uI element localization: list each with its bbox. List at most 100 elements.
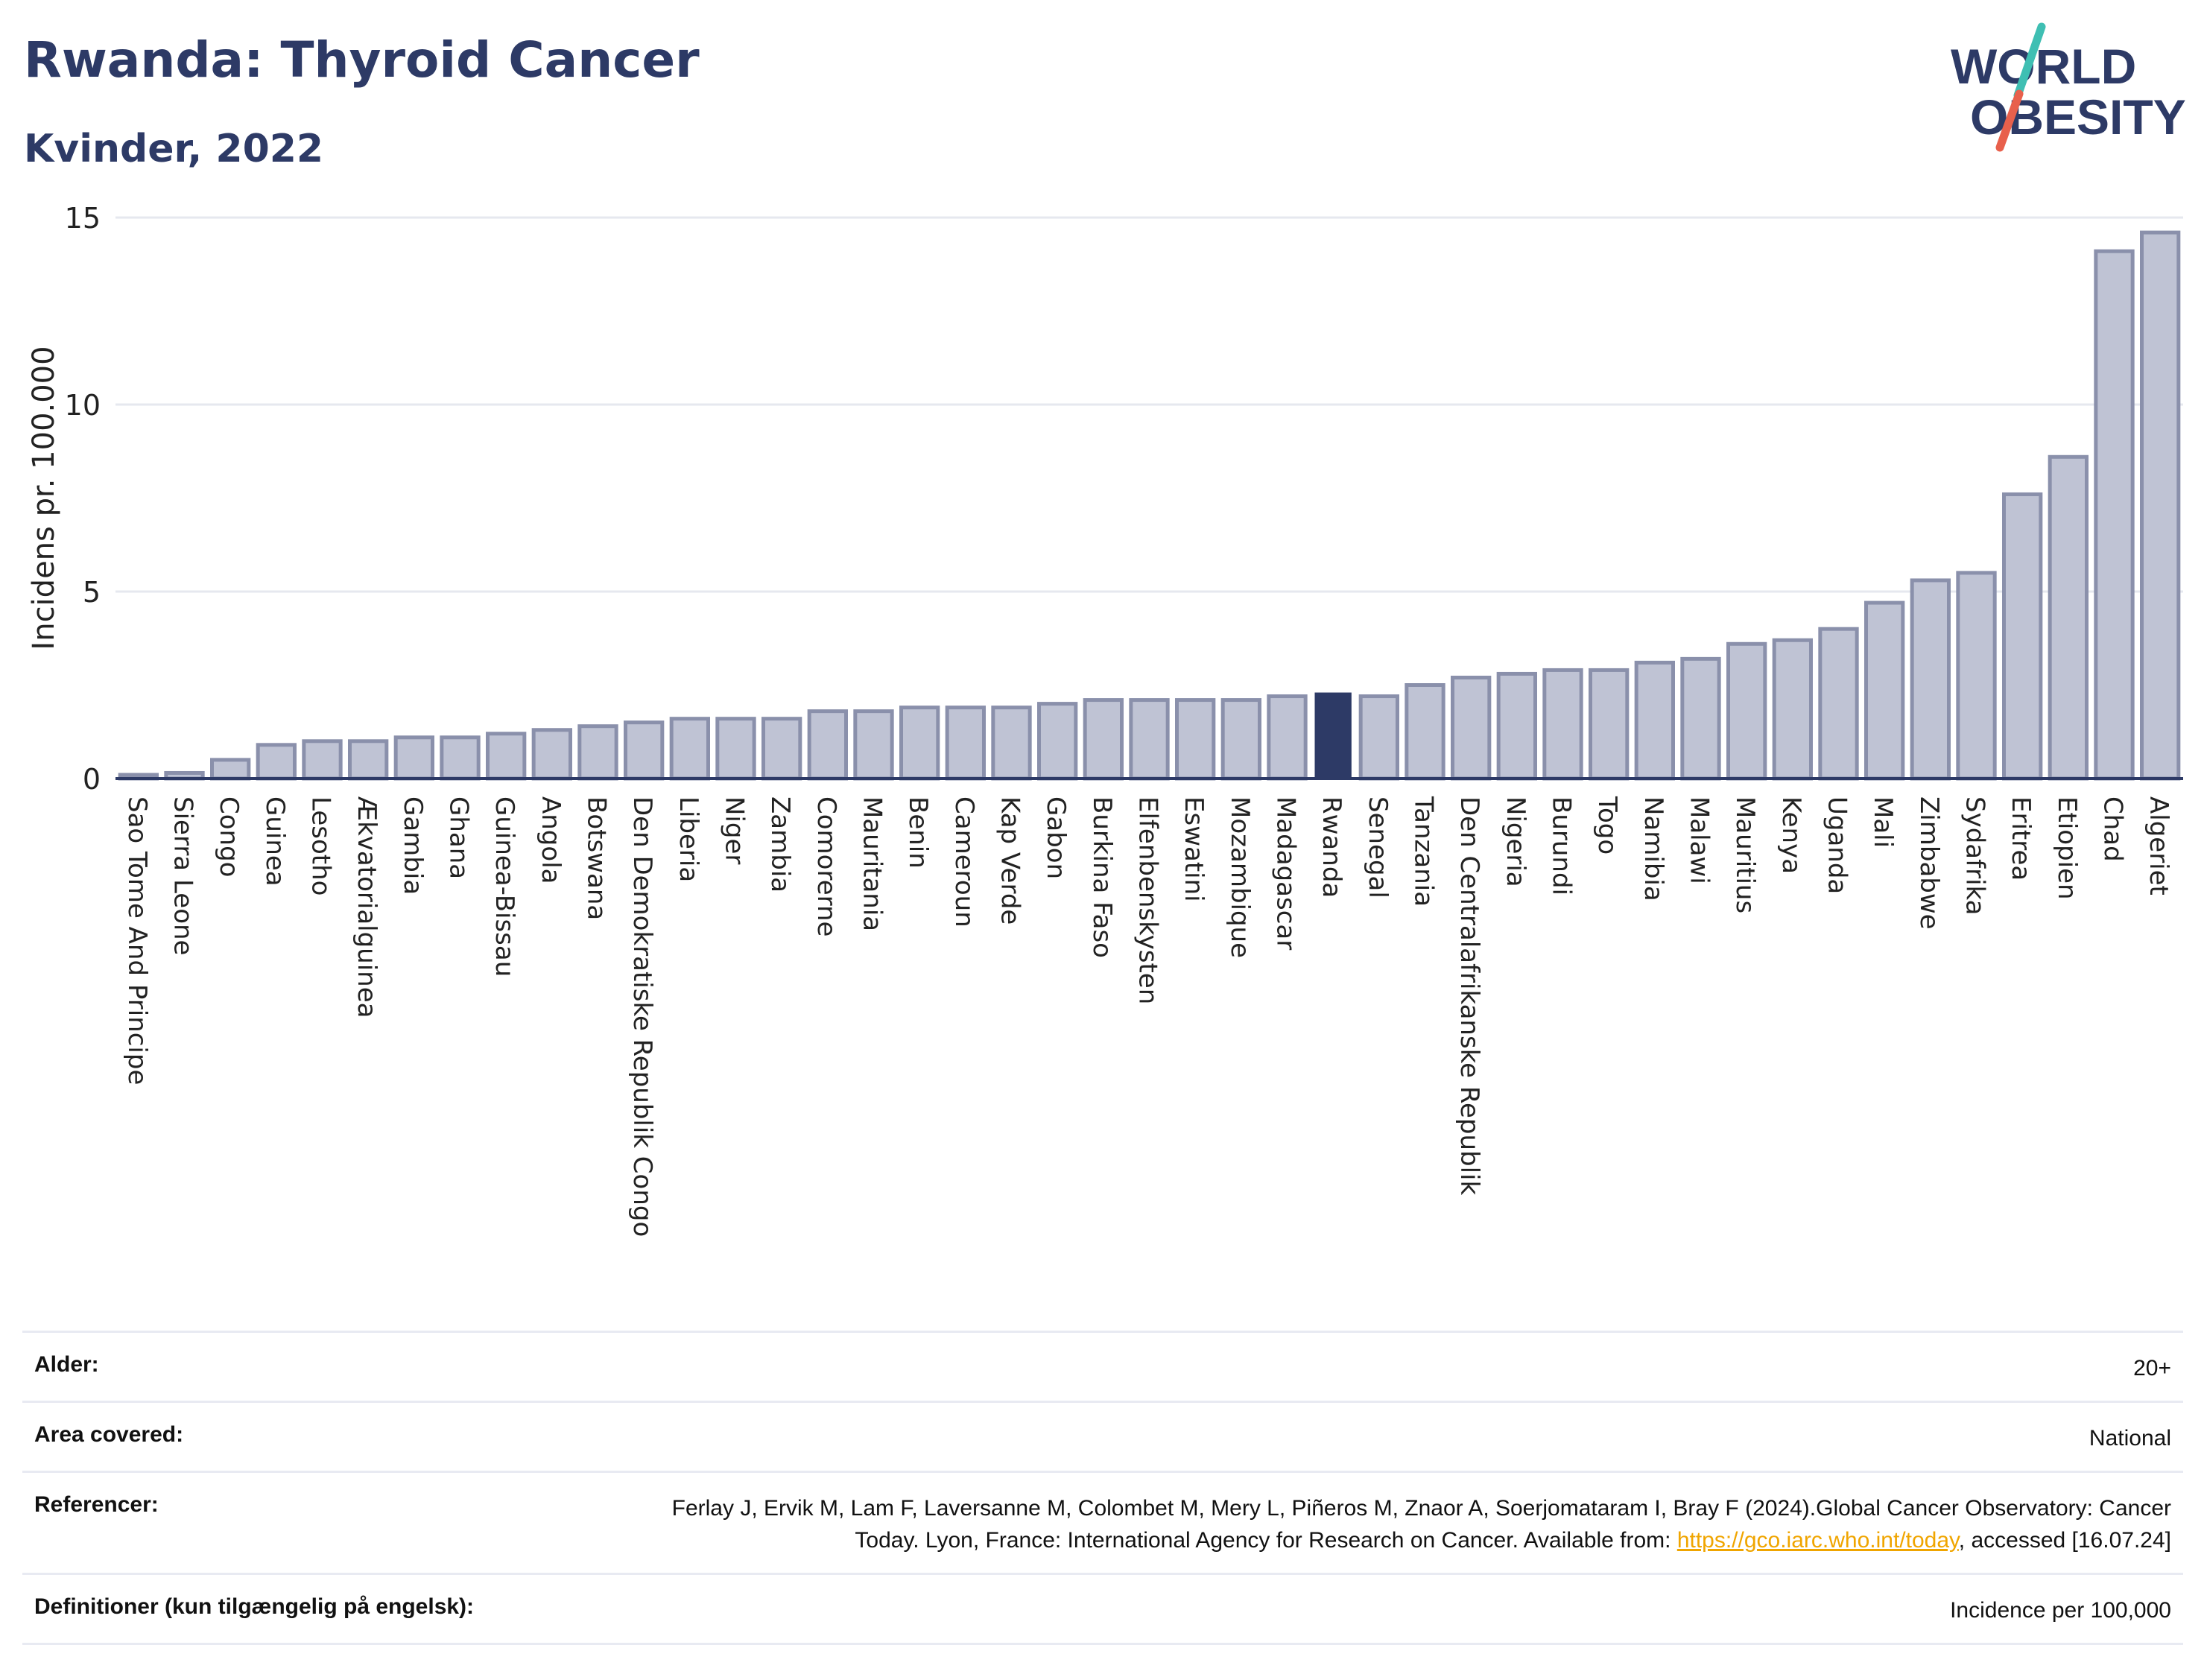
x-tick-label: Mauritius	[1730, 796, 1760, 913]
y-tick-label-15: 15	[65, 202, 101, 235]
bar-togo	[1589, 668, 1630, 781]
x-tick-label: Madagascar	[1271, 796, 1301, 950]
x-tick-label: Mozambique	[1225, 796, 1255, 958]
info-value-references: Ferlay J, Ervik M, Lam F, Laversanne M, …	[644, 1492, 2171, 1556]
x-tick-label: Tanzania	[1409, 796, 1439, 907]
info-row-references: Referencer: Ferlay J, Ervik M, Lam F, La…	[22, 1471, 2183, 1573]
x-tick-label: Den Centralafrikanske Republik	[1454, 796, 1484, 1195]
x-tick-label: Liberia	[674, 796, 703, 882]
reference-link[interactable]: https://gco.iarc.who.int/today	[1676, 1528, 1959, 1553]
info-value-age: 20+	[2133, 1356, 2171, 1381]
x-tick-label: Niger	[720, 796, 750, 864]
bar-burkina-faso	[1083, 698, 1124, 781]
x-tick-label: Congo	[214, 796, 244, 877]
bar-burundi	[1542, 668, 1583, 781]
x-tick-label: Elfenbenskysten	[1133, 796, 1163, 1004]
x-tick-label: Gambia	[398, 796, 428, 895]
info-label-references: Referencer:	[34, 1492, 159, 1517]
bar-comorerne	[807, 709, 848, 781]
bar-guinea-bissau	[486, 732, 527, 781]
logo-text-world: WORLD	[1951, 39, 2136, 94]
bar-mozambique	[1220, 698, 1261, 781]
bar-congo	[210, 758, 251, 781]
bar-gambia	[393, 735, 435, 781]
x-tick-label: Burkina Faso	[1087, 796, 1117, 958]
bar-mauritania	[853, 709, 894, 781]
bar-ækvatorialguinea	[348, 739, 389, 781]
x-tick-label: Benin	[903, 796, 933, 869]
info-value-area: National	[2089, 1426, 2171, 1451]
reference-suffix: , accessed [16.07.24]	[1958, 1528, 2171, 1553]
info-row-area: Area covered: National	[22, 1401, 2183, 1471]
x-tick-label: Kap Verde	[995, 796, 1025, 925]
bar-cameroun	[945, 706, 986, 781]
x-tick-label: Namibia	[1638, 796, 1668, 901]
info-row-definitions: Definitioner (kun tilgængelig på engelsk…	[22, 1573, 2183, 1645]
x-tick-label: Rwanda	[1317, 796, 1346, 898]
info-label-area: Area covered:	[34, 1422, 184, 1447]
bar-malawi	[1680, 656, 1721, 781]
bar-gabon	[1037, 702, 1078, 781]
info-value-definitions: Incidence per 100,000	[1950, 1598, 2171, 1623]
x-tick-label: Guinea	[260, 796, 290, 887]
bar-madagascar	[1267, 694, 1308, 781]
bar-zimbabwe	[1910, 578, 1951, 781]
x-tick-label: Sao Tome And Principe	[122, 796, 152, 1085]
bar-lesotho	[302, 739, 343, 781]
bars-layer	[118, 230, 2181, 781]
x-tick-label: Senegal	[1363, 796, 1393, 898]
bar-rwanda	[1314, 692, 1352, 779]
bar-eritrea	[2002, 492, 2043, 781]
bar-zambia	[761, 717, 802, 781]
x-tick-label: Sierra Leone	[168, 796, 198, 955]
bar-mauritius	[1726, 641, 1767, 781]
bar-niger	[715, 717, 756, 781]
y-tick-label-0: 0	[83, 763, 101, 796]
bar-mali	[1864, 600, 1905, 781]
bar-uganda	[1818, 627, 1859, 781]
x-tick-label: Kenya	[1776, 796, 1806, 874]
x-tick-label: Zambia	[765, 796, 795, 893]
info-row-age: Alder: 20+	[22, 1331, 2183, 1401]
bar-chart: 0 5 10 15 Incidens pr. 100.000 Sao Tome And …	[27, 202, 2183, 1237]
info-label-age: Alder:	[34, 1352, 99, 1377]
x-tick-label: Lesotho	[306, 796, 336, 896]
x-tick-label: Den Demokratiske Republik Congo	[627, 796, 657, 1237]
info-label-definitions: Definitioner (kun tilgængelig på engelsk…	[34, 1594, 475, 1619]
x-tick-label: Chad	[2098, 796, 2128, 862]
x-tick-label: Eswatini	[1179, 796, 1209, 902]
page-subtitle: Kvinder, 2022	[24, 127, 324, 171]
x-tick-label: Mali	[1868, 796, 1898, 848]
x-tick-label: Eritrea	[2006, 796, 2036, 881]
logo-slash-coral	[1995, 89, 2024, 152]
x-tick-label: Uganda	[1823, 796, 1852, 894]
x-tick-label: Togo	[1592, 796, 1622, 855]
bar-kenya	[1772, 638, 1814, 781]
x-tick-label: Ghana	[444, 796, 474, 879]
bar-ghana	[440, 735, 481, 781]
bar-den-demokratiske-republik-congo	[624, 720, 665, 781]
bar-elfenbenskysten	[1129, 698, 1170, 781]
x-tick-label: Zimbabwe	[1914, 796, 1944, 930]
x-tick-label: Malawi	[1685, 796, 1714, 884]
bar-kap-verde	[991, 706, 1032, 781]
reference-text: Ferlay J, Ervik M, Lam F, Laversanne M, …	[671, 1496, 2171, 1553]
bar-angola	[531, 728, 573, 781]
x-tick-label: Angola	[536, 796, 566, 884]
x-tick-labels: Sao Tome And Principe Sierra Leone Congo Gu…	[122, 796, 2173, 1237]
world-obesity-logo: WORLD OBESITY	[1951, 22, 2186, 152]
x-tick-label: Sydafrika	[1960, 796, 1990, 915]
x-tick-label: Etiopien	[2052, 796, 2082, 900]
bar-senegal	[1358, 694, 1399, 781]
bar-tanzania	[1405, 683, 1445, 781]
bar-liberia	[669, 717, 711, 781]
x-tick-label: Gabon	[1041, 796, 1071, 879]
x-tick-label: Nigeria	[1501, 796, 1530, 887]
info-table: Alder: 20+ Area covered: National Refere…	[22, 1331, 2183, 1645]
x-tick-label: Guinea-Bissau	[490, 796, 519, 977]
y-tick-label-5: 5	[83, 576, 101, 609]
bar-guinea	[256, 743, 297, 781]
bar-namibia	[1634, 660, 1676, 781]
axis-layer: 0 5 10 15 Incidens pr. 100.000	[27, 202, 2183, 796]
x-tick-label: Cameroun	[949, 796, 979, 928]
